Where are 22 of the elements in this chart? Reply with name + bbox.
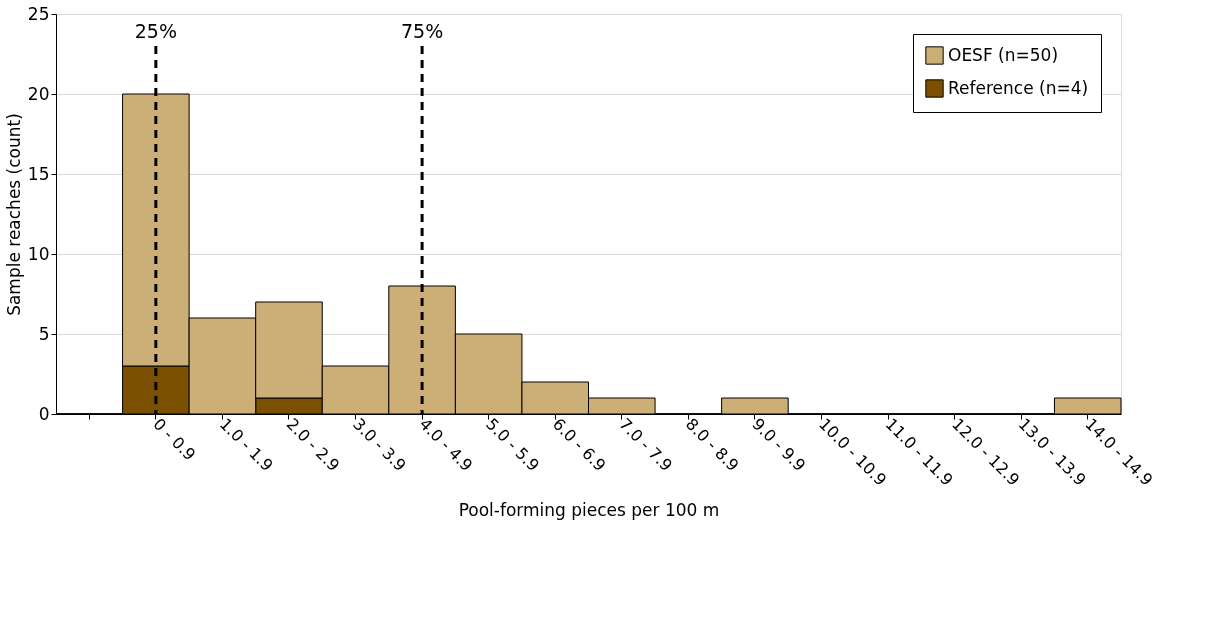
y-axis-title: Sample reaches (count)	[3, 113, 24, 316]
x-tick-label: 4.0 - 4.9	[415, 414, 477, 476]
ref-line-label: 25%	[134, 20, 177, 42]
x-tick-label: 7.0 - 7.9	[615, 414, 677, 476]
x-tick-label: 9.0 - 9.9	[748, 414, 810, 476]
y-tick-label: 25	[27, 3, 50, 24]
y-tick-label: 15	[27, 163, 50, 184]
x-tick-label: 8.0 - 8.9	[681, 414, 743, 476]
x-tick-label: 2.0 - 2.9	[282, 414, 344, 476]
x-tick-label: 3.0 - 3.9	[349, 414, 410, 476]
x-tick-label: 5.0 - 5.9	[482, 414, 543, 476]
legend-label: Reference (n=4)	[948, 77, 1089, 98]
x-tick-label: 0 - 0.9	[149, 414, 200, 465]
legend-label: OESF (n=50)	[948, 44, 1059, 65]
y-tick-label: 0	[38, 403, 50, 424]
x-tick-label: 1.0 - 1.9	[216, 414, 277, 476]
ref-line-label: 75%	[400, 20, 444, 42]
x-axis-title: Pool-forming pieces per 100 m	[458, 499, 720, 520]
y-tick-label: 10	[27, 243, 50, 264]
y-tick-label: 5	[38, 323, 50, 344]
y-tick-label: 20	[27, 83, 50, 104]
x-tick-label: 6.0 - 6.9	[548, 414, 610, 476]
